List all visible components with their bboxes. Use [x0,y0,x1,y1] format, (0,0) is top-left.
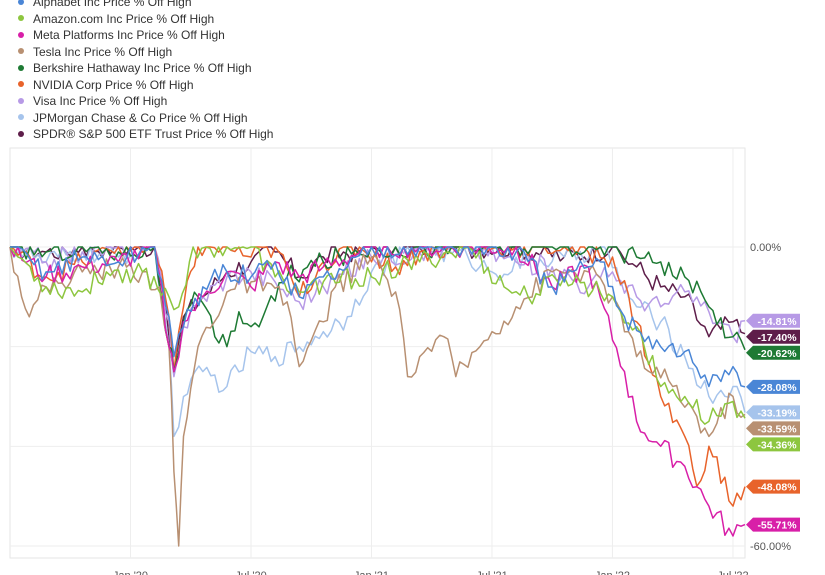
end-label-tag [746,421,800,436]
end-label-text: -55.71% [757,520,797,532]
legend-dot-icon [18,114,24,121]
end-value-label: -48.08% [746,479,800,494]
legend-item: SPDR® S&P 500 ETF Trust Price % Off High [18,126,273,143]
end-label-text: -33.19% [757,407,797,419]
end-value-label: -28.08% [746,379,800,394]
x-tick-label: Jul '20 [235,570,266,575]
y-tick-label: 0.00% [750,242,781,254]
end-value-label: -33.19% [746,405,800,420]
end-label-text: -14.81% [757,316,797,328]
series-line [10,246,746,388]
end-label-tag [746,517,800,532]
x-tick-label: Jan '20 [113,570,148,575]
series-line [9,246,746,507]
legend-dot-icon [18,64,24,71]
legend-label: NVIDIA Corp Price % Off High [33,77,194,92]
legend-item: Amazon.com Inc Price % Off High [18,11,273,28]
end-label-text: -28.08% [757,382,797,394]
legend-dot-icon [18,97,24,104]
legend-item: JPMorgan Chase & Co Price % Off High [18,110,273,127]
end-label-text: -34.36% [757,439,797,451]
end-value-label: -33.59% [746,421,800,436]
legend-dot-icon [18,31,24,38]
end-label-tag [746,437,800,452]
end-label-text: -17.40% [757,332,797,344]
end-value-label: -17.40% [746,329,800,344]
y-tick-label: -60.00% [750,541,791,553]
legend-dot-icon [18,130,24,137]
end-value-label: -14.81% [746,313,800,328]
legend-dot-icon [18,81,24,88]
legend: Alphabet Inc Price % Off High Amazon.com … [18,0,273,143]
legend-item: Berkshire Hathaway Inc Price % Off High [18,60,273,77]
legend-label: Berkshire Hathaway Inc Price % Off High [33,61,252,75]
x-tick-label: Jan '22 [595,570,630,575]
end-label-text: -20.62% [757,348,797,360]
end-label-tag [746,479,800,494]
end-label-text: -33.59% [757,423,797,435]
end-label-tag [746,379,800,394]
legend-item: Tesla Inc Price % Off High [18,44,273,61]
legend-item: Visa Inc Price % Off High [18,93,273,110]
legend-dot-icon [18,0,24,5]
legend-item: Meta Platforms Inc Price % Off High [18,27,273,44]
end-label-tag [746,329,800,344]
legend-label: Amazon.com Inc Price % Off High [33,11,215,26]
legend-label: Meta Platforms Inc Price % Off High [33,28,225,42]
x-tick-label: Jul '22 [717,570,748,575]
legend-label: JPMorgan Chase & Co Price % Off High [33,110,248,125]
legend-dot-icon [18,15,24,22]
series-line [9,246,746,425]
legend-item: NVIDIA Corp Price % Off High [18,77,273,94]
x-tick-label: Jul '21 [476,570,507,575]
x-tick-label: Jan '21 [354,570,389,575]
legend-label: Tesla Inc Price % Off High [33,44,173,59]
legend-item: Alphabet Inc Price % Off High [18,0,273,11]
legend-label: SPDR® S&P 500 ETF Trust Price % Off High [33,127,274,141]
end-value-label: -20.62% [746,345,800,360]
end-value-label: -55.71% [746,517,800,532]
series-line [10,246,746,373]
plot-frame [9,147,746,559]
legend-label: Visa Inc Price % Off High [33,94,168,108]
end-label-tag [746,345,800,360]
end-value-label: -34.36% [746,437,800,452]
legend-label: Alphabet Inc Price % Off High [33,0,192,9]
end-label-tag [746,405,800,420]
end-label-tag [746,313,800,328]
legend-dot-icon [18,48,24,55]
end-label-text: -48.08% [757,482,797,494]
